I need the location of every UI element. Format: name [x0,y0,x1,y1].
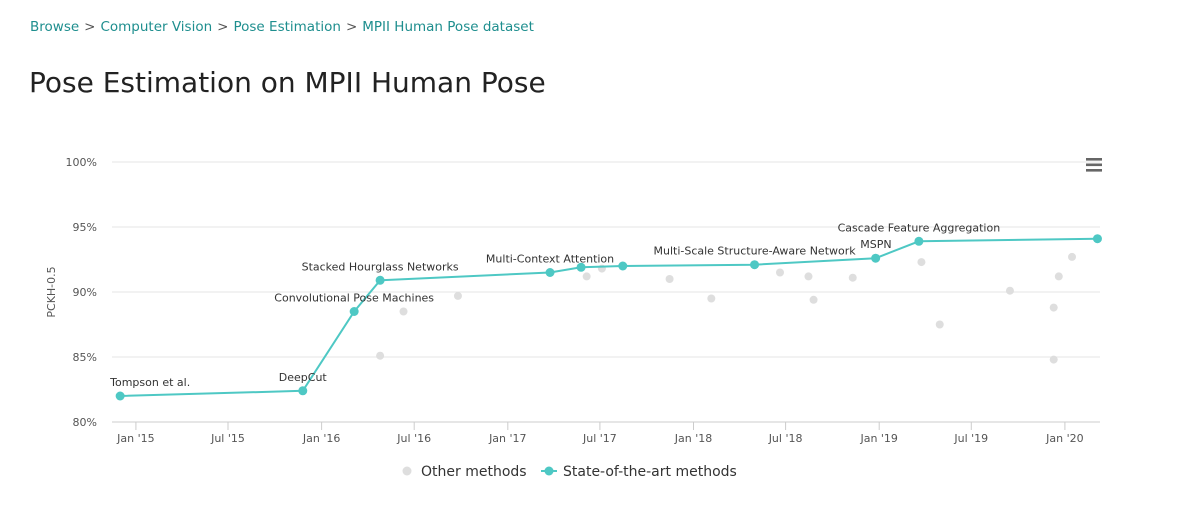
x-tick-label: Jan '16 [302,432,340,445]
other-method-point [1005,286,1014,295]
x-axis: Jan '15 Jul '15 Jan '16 Jul '16 Jan '17 Jul '… [116,422,1084,445]
sota-point-label: Multi-Scale Structure-Aware Network [653,245,856,258]
sota-point [545,268,555,277]
sota-point-label: Cascade Feature Aggregation [838,221,1001,234]
other-methods-series [376,252,1077,364]
breadcrumb-browse-link[interactable]: Browse [30,19,80,35]
breadcrumb-separator: > [345,19,358,35]
sota-methods-series [115,234,1102,401]
y-tick-label: 80% [73,416,97,429]
sota-point [914,236,924,246]
sota-point [349,307,359,316]
other-method-point [582,272,591,281]
sota-point [375,275,385,285]
x-tick-label: Jul '16 [396,432,431,445]
y-tick-label: 85% [73,351,97,364]
point-labels: Tompson et al. DeepCut Convolutional Pose … [109,221,1000,389]
breadcrumb-computer-vision-link[interactable]: Computer Vision [100,19,213,35]
x-tick-label: Jan '17 [488,432,526,445]
sota-point [1092,234,1102,244]
other-method-point [809,295,818,304]
other-method-point [917,258,926,267]
sota-point-label: MSPN [860,238,891,251]
sota-point-label: Convolutional Pose Machines [274,292,434,305]
other-method-point [1049,355,1058,364]
y-tick-label: 90% [73,286,97,299]
hamburger-menu-icon [1086,158,1102,172]
sota-point-label: Tompson et al. [109,376,190,389]
y-tick-label: 100% [66,156,97,169]
legend-sota-marker [544,466,554,476]
breadcrumb-pose-estimation-link[interactable]: Pose Estimation [233,19,341,35]
chart-gridlines [112,161,1100,423]
other-method-point [453,291,462,300]
other-method-point [848,273,857,282]
breadcrumb-separator: > [217,19,229,35]
other-method-point [1068,252,1077,261]
other-method-point [775,268,784,277]
x-tick-label: Jul '18 [768,432,803,445]
other-method-point [376,351,385,360]
chart-menu-button[interactable] [1080,152,1108,178]
x-tick-label: Jul '17 [582,432,617,445]
other-method-point [665,275,674,283]
legend-other-label: Other methods [421,464,527,480]
y-axis-title: PCKH-0.5 [45,266,58,317]
page-title: Pose Estimation on MPII Human Pose [29,66,546,99]
sota-point-label: DeepCut [279,371,328,384]
breadcrumb: Browse > Computer Vision > Pose Estimation > M… [30,19,534,35]
other-method-point [935,320,944,329]
x-tick-label: Jul '15 [210,432,245,445]
legend-other-marker [402,466,412,476]
other-method-point [707,294,716,303]
y-axis: 80% 85% 90% 95% 100% PCKH-0.5 [45,156,97,429]
other-method-point [804,272,813,281]
sota-point [576,262,586,272]
sota-point [298,386,308,396]
other-method-point [1049,303,1058,312]
other-method-point [1054,272,1063,281]
breadcrumb-separator: > [84,19,96,35]
sota-point-label: Multi-Context Attention [486,253,614,266]
sota-point [618,261,628,271]
breadcrumb-mpii-dataset-link[interactable]: MPII Human Pose dataset [362,19,534,35]
chart-legend: Other methods State-of-the-art methods [402,464,737,480]
y-tick-label: 95% [73,221,97,234]
sota-point [115,391,125,401]
other-method-point [399,307,408,316]
sota-point [871,253,881,263]
x-tick-label: Jan '15 [116,432,154,445]
sota-point-label: Stacked Hourglass Networks [302,260,459,273]
sota-point [750,260,760,270]
x-tick-label: Jan '19 [859,432,897,445]
x-tick-label: Jan '20 [1045,432,1083,445]
x-tick-label: Jul '19 [953,432,988,445]
x-tick-label: Jan '18 [674,432,712,445]
legend-sota-label: State-of-the-art methods [563,464,737,480]
